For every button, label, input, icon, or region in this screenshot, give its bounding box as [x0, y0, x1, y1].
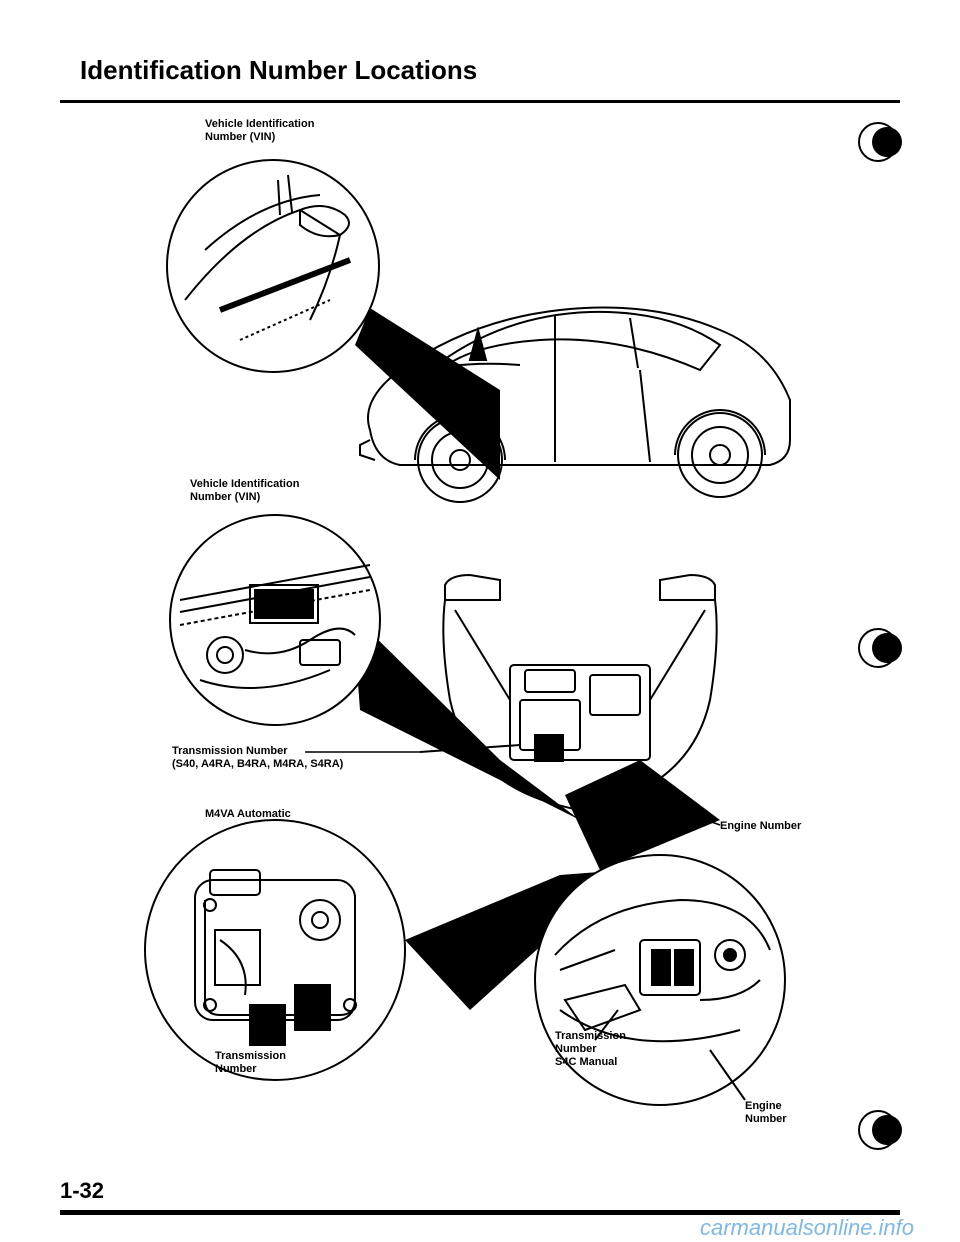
page-number: 1-32: [60, 1178, 104, 1204]
engine-bay-top-view: [420, 575, 717, 810]
vin-firewall-circle: [170, 515, 380, 725]
trans-bottom-label: Transmission Number: [215, 1050, 286, 1076]
manual-page: Identification Number Locations: [0, 0, 960, 1242]
vin-top-label: Vehicle Identification Number (VIN): [205, 118, 314, 144]
vin-windshield-circle: [167, 160, 379, 372]
engine-num2-label: Engine Number: [745, 1100, 787, 1126]
side-tab-1: [858, 122, 898, 162]
diagram-canvas: [0, 0, 960, 1242]
engine-num-label: Engine Number: [720, 820, 801, 833]
m4va-label: M4VA Automatic: [205, 808, 291, 821]
vin-mid-label: Vehicle Identification Number (VIN): [190, 478, 299, 504]
trans-num-label: Transmission Number (S40, A4RA, B4RA, M4…: [172, 745, 343, 771]
trans-s4c-label: Transmission Number S4C Manual: [555, 1030, 626, 1070]
side-tab-2: [858, 628, 898, 668]
side-tab-3: [858, 1110, 898, 1150]
watermark: carmanualsonline.info: [700, 1215, 914, 1241]
